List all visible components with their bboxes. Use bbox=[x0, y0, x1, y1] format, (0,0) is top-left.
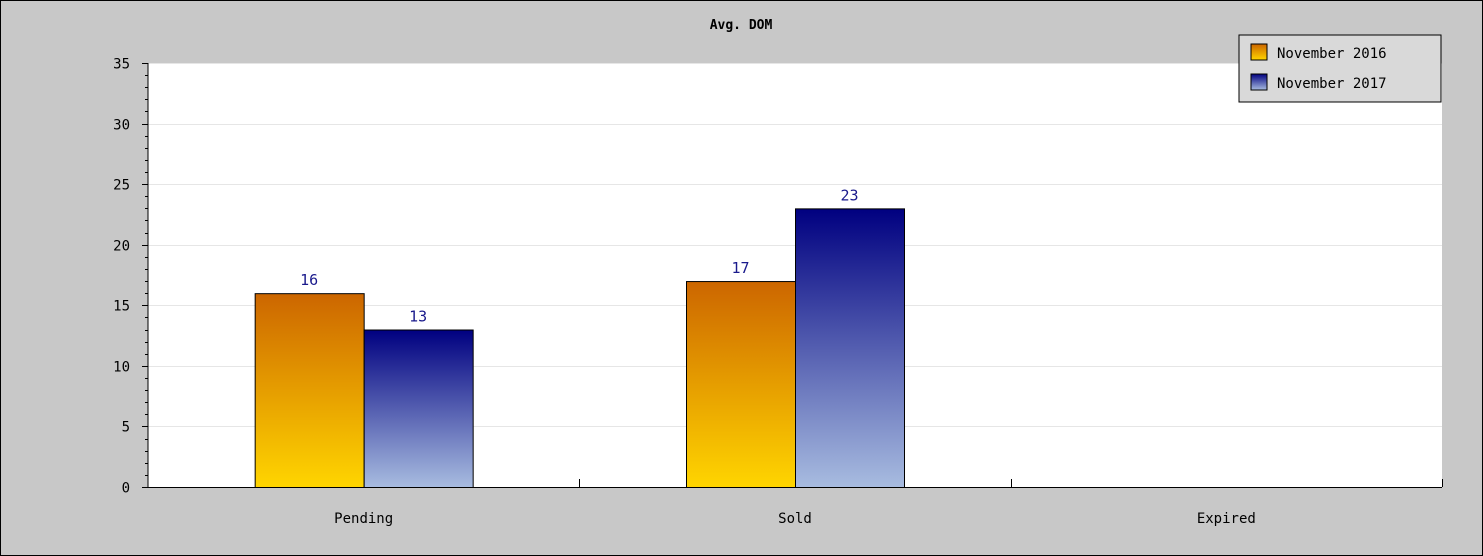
x-tick-label-sold: Sold bbox=[778, 511, 812, 527]
bar-pending-series-2 bbox=[363, 329, 474, 488]
legend-label-2016: November 2016 bbox=[1277, 46, 1387, 62]
bar-pending-series-1 bbox=[254, 293, 365, 488]
x-tick-label-expired: Expired bbox=[1197, 511, 1256, 527]
y-tick-label-15: 15 bbox=[113, 299, 130, 315]
data-label-pending-series-1: 16 bbox=[300, 271, 318, 289]
bars bbox=[254, 208, 905, 488]
y-tick-label-25: 25 bbox=[113, 178, 130, 194]
y-tick-label-10: 10 bbox=[113, 360, 130, 376]
y-tick-label-5: 5 bbox=[122, 420, 130, 436]
bar-sold-series-1 bbox=[686, 281, 796, 488]
y-axis: 0 5 10 15 20 25 30 35 bbox=[113, 57, 149, 497]
bar-sold-series-2 bbox=[795, 208, 905, 488]
value-labels: 16 13 17 23 bbox=[300, 186, 858, 325]
y-tick-label-20: 20 bbox=[113, 239, 130, 255]
data-label-pending-series-2: 13 bbox=[409, 308, 427, 326]
legend: November 2016 November 2017 bbox=[1238, 34, 1442, 103]
data-label-sold-series-2: 23 bbox=[840, 186, 858, 204]
y-tick-label-35: 35 bbox=[113, 57, 130, 73]
legend-swatch-2017 bbox=[1250, 73, 1268, 91]
legend-box bbox=[1238, 34, 1442, 103]
data-label-sold-series-1: 17 bbox=[731, 259, 749, 277]
y-tick-label-30: 30 bbox=[113, 118, 130, 134]
y-tick-label-0: 0 bbox=[122, 481, 130, 497]
legend-label-2017: November 2017 bbox=[1277, 76, 1387, 92]
legend-swatch-2016 bbox=[1250, 43, 1268, 61]
chart-title: Avg. DOM bbox=[710, 18, 773, 33]
x-tick-label-pending: Pending bbox=[334, 511, 393, 527]
